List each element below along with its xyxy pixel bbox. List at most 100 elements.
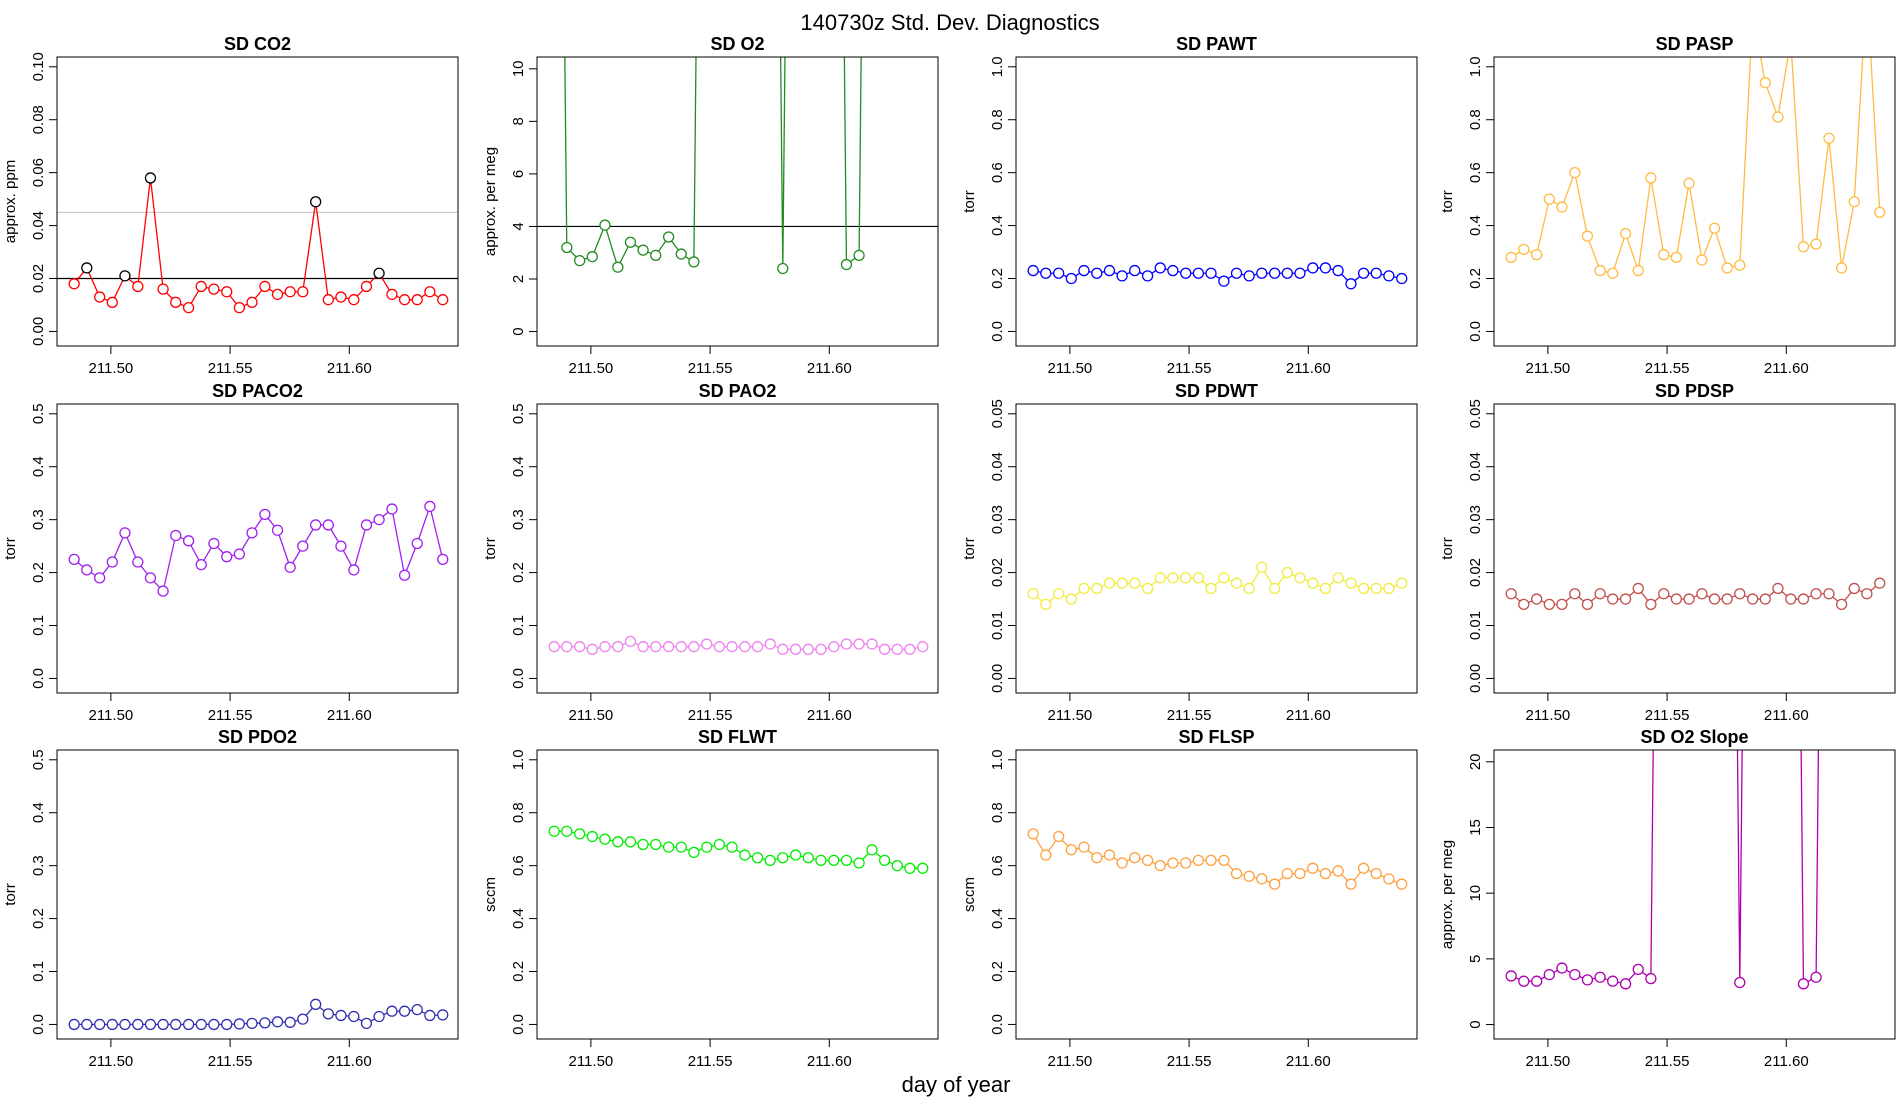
x-tick-label: 211.55 [1167, 707, 1212, 724]
x-tick-label: 211.60 [1764, 360, 1809, 377]
data-point [599, 219, 611, 231]
y-axis-label: approx. ppm [2, 160, 19, 243]
y-tick-label: 0.05 [1467, 399, 1484, 428]
y-axis-label: torr [2, 883, 19, 906]
data-point [1319, 262, 1332, 274]
y-tick-label: 0.0 [30, 1014, 47, 1035]
data-point [259, 1017, 271, 1029]
y-tick-label: 0.00 [1467, 664, 1484, 693]
x-tick-label: 211.60 [1286, 360, 1331, 377]
data-point [437, 294, 449, 306]
data-point [144, 172, 157, 184]
data-point [1505, 970, 1517, 982]
data-point [348, 564, 360, 576]
data-point [561, 241, 573, 254]
data-point [360, 1017, 373, 1030]
data-point [1370, 582, 1382, 595]
data-point [1734, 976, 1746, 989]
y-tick-label: 0.02 [1467, 558, 1484, 587]
data-point [891, 643, 903, 655]
data-point [624, 836, 637, 848]
data-point [1396, 272, 1408, 285]
data-point [170, 1018, 182, 1031]
data-point [739, 641, 751, 653]
data-point [1569, 588, 1581, 600]
data-point [1619, 227, 1632, 240]
data-point [1531, 975, 1543, 987]
data-point [1243, 582, 1255, 595]
data-point [1357, 582, 1370, 595]
data-point [688, 256, 700, 268]
y-tick-label: 0.6 [989, 855, 1006, 876]
data-line [73, 504, 444, 593]
x-tick-label: 211.55 [688, 1053, 733, 1070]
data-point [1835, 262, 1848, 274]
data-point [574, 641, 586, 653]
data-point [675, 248, 687, 260]
data-point [1281, 867, 1293, 880]
y-tick-label: 0.6 [989, 162, 1006, 183]
data-line [564, 57, 862, 269]
data-point [360, 519, 373, 531]
data-point [132, 280, 144, 293]
plot-frame [1015, 403, 1418, 694]
data-point [1581, 974, 1594, 986]
data-point [1307, 262, 1319, 274]
data-point [1345, 278, 1357, 290]
data-point [221, 286, 233, 298]
data-point [917, 862, 929, 874]
data-point [195, 1018, 207, 1031]
data-point [777, 262, 789, 275]
y-axis-label: torr [2, 537, 19, 560]
x-tick-label: 211.60 [1764, 707, 1809, 724]
data-point [1594, 588, 1606, 600]
data-point [1027, 264, 1039, 277]
data-point [904, 643, 916, 655]
plot-frame [536, 56, 939, 347]
data-point [1556, 962, 1568, 974]
data-point [271, 524, 284, 536]
data-point [132, 1018, 144, 1031]
data-point [1078, 264, 1090, 277]
data-point [650, 641, 662, 653]
y-tick-label: 0.0 [989, 1014, 1006, 1035]
data-point [411, 294, 423, 306]
y-tick-label: 1.0 [989, 56, 1006, 77]
data-point [208, 1018, 220, 1031]
data-point [650, 249, 662, 262]
data-point [624, 635, 637, 648]
data-point [840, 638, 853, 650]
panel-title: SD PAWT [1176, 34, 1257, 54]
plot-frame [56, 56, 459, 347]
data-point [1027, 828, 1039, 840]
y-axis-label: torr [961, 537, 978, 560]
x-tick-label: 211.55 [1167, 360, 1212, 377]
data-point [1396, 878, 1408, 890]
panel-title: SD FLSP [1178, 727, 1254, 747]
data-point [1192, 854, 1205, 867]
x-tick-label: 211.55 [1645, 707, 1690, 724]
y-tick-label: 0 [1467, 1020, 1484, 1028]
y-axis-label: torr [961, 190, 978, 213]
data-point [1078, 841, 1090, 853]
panel: SD PDSP torr 211.50 211.55 211.60 0.00 0.01 0.0… [1439, 381, 1896, 724]
data-point [1319, 582, 1332, 595]
panel-title: SD PAO2 [699, 381, 777, 401]
data-point [1383, 270, 1395, 282]
data-point [68, 1018, 80, 1031]
data-point [751, 641, 764, 653]
y-tick-label: 0.04 [989, 452, 1006, 481]
y-axis-label: sccm [482, 877, 499, 912]
plot-area [1027, 262, 1408, 290]
panel-title: SD PASP [1656, 34, 1734, 54]
data-point [1205, 267, 1217, 279]
data-point [411, 537, 423, 550]
data-point [790, 643, 802, 655]
data-point [360, 280, 373, 293]
y-tick-label: 1.0 [1467, 56, 1484, 77]
data-point [106, 556, 118, 568]
data-point [574, 828, 586, 840]
panel: SD CO2 approx. ppm 211.50 211.55 211.60 0.00 0… [2, 34, 459, 377]
data-point [1065, 272, 1077, 285]
data-point [398, 569, 411, 581]
